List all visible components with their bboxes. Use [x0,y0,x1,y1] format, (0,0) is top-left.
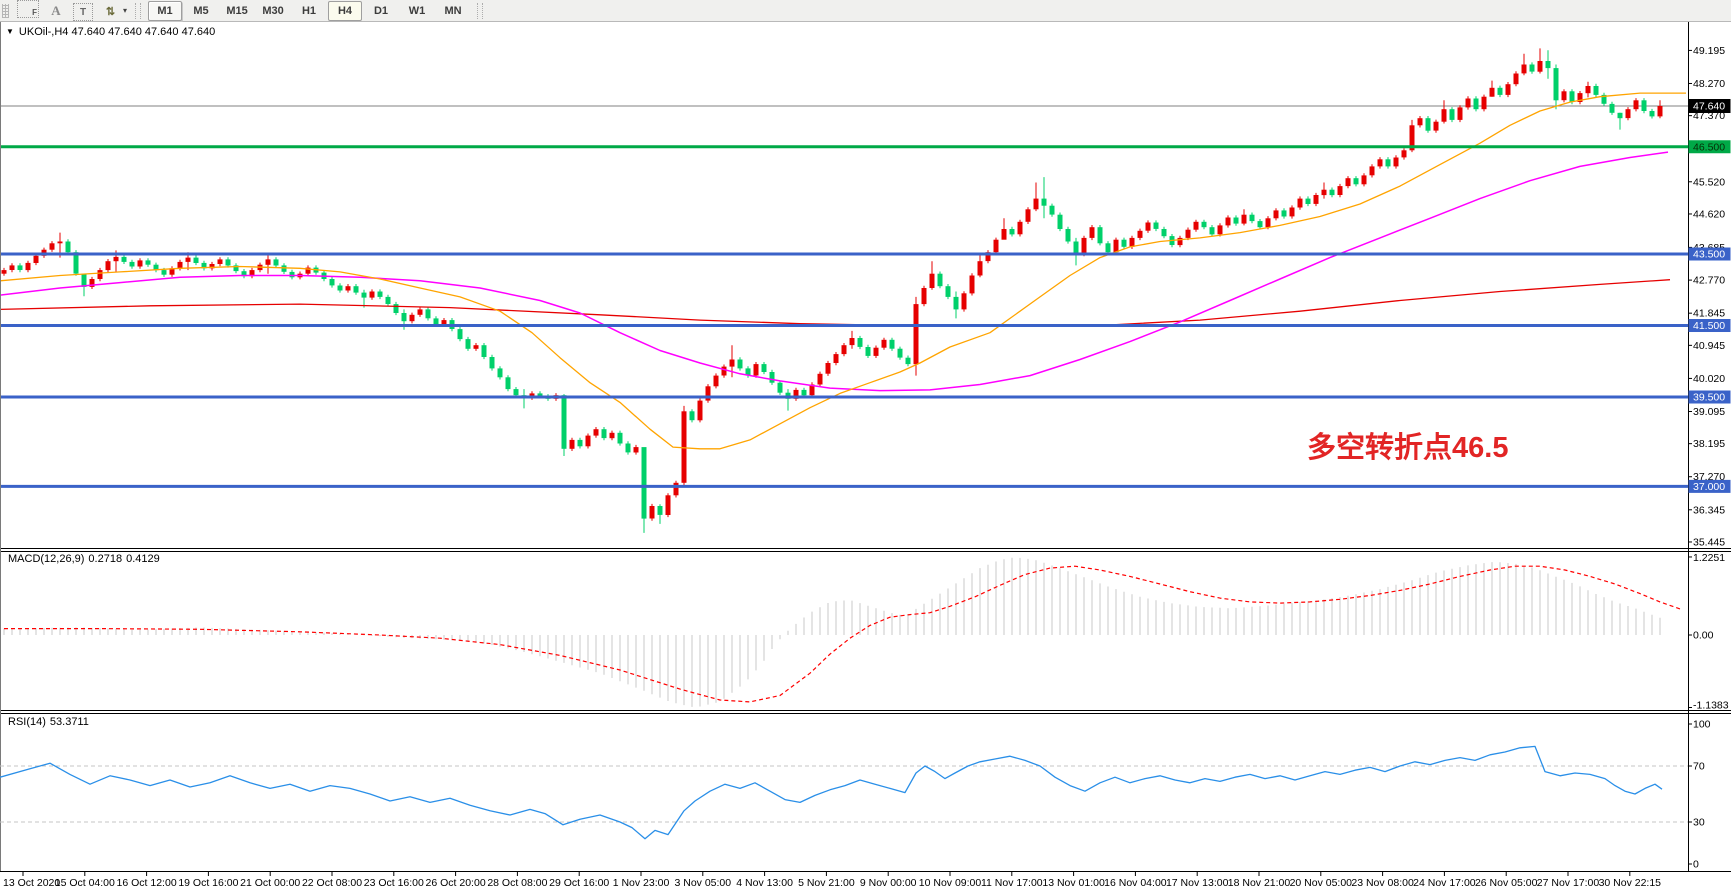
svg-text:48.270: 48.270 [1693,78,1725,90]
svg-text:46.500: 46.500 [1693,141,1725,153]
svg-text:1.2251: 1.2251 [1693,552,1725,564]
svg-text:38.195: 38.195 [1693,438,1725,450]
svg-text:5 Nov 21:00: 5 Nov 21:00 [798,877,855,889]
objects-arrow-icon[interactable]: ⇅ [105,5,115,18]
svg-text:37.000: 37.000 [1693,481,1725,493]
svg-text:30 Nov 22:15: 30 Nov 22:15 [1599,877,1662,889]
svg-text:23 Nov 08:00: 23 Nov 08:00 [1351,877,1414,889]
svg-text:36.345: 36.345 [1693,504,1725,516]
svg-text:39.095: 39.095 [1693,406,1725,418]
macd-value-signal: 0.4129 [126,553,160,565]
svg-text:3 Nov 05:00: 3 Nov 05:00 [674,877,731,889]
svg-text:0: 0 [1693,859,1699,871]
macd-indicator-label: MACD(12,26,9) 0.2718 0.4129 [8,553,164,565]
svg-text:13 Oct 2020: 13 Oct 2020 [3,877,60,889]
svg-text:18 Nov 21:00: 18 Nov 21:00 [1228,877,1291,889]
indicators-grid-f-icon[interactable]: F [17,0,39,18]
svg-text:45.520: 45.520 [1693,176,1725,188]
svg-text:17 Nov 13:00: 17 Nov 13:00 [1166,877,1229,889]
svg-text:100: 100 [1693,719,1711,731]
tf-button-d1[interactable]: D1 [373,4,389,17]
svg-text:29 Oct 16:00: 29 Oct 16:00 [549,877,609,889]
svg-text:21 Oct 00:00: 21 Oct 00:00 [240,877,300,889]
macd-value-main: 0.2718 [88,553,123,565]
rsi-name: RSI(14) [8,716,46,728]
svg-text:16 Nov 04:00: 16 Nov 04:00 [1104,877,1167,889]
svg-text:-1.1383: -1.1383 [1693,700,1729,712]
toolbar-icons: F A T ⇅ [13,0,123,22]
svg-text:4 Nov 13:00: 4 Nov 13:00 [736,877,793,889]
macd-pane: 1.2251 0.00 -1.1383 [3,552,1729,712]
svg-text:44.620: 44.620 [1693,208,1725,220]
tf-button-m30[interactable]: M30 [262,4,284,17]
tf-button-m15[interactable]: M15 [226,4,248,17]
svg-text:19 Oct 16:00: 19 Oct 16:00 [178,877,238,889]
svg-text:30: 30 [1693,817,1705,829]
svg-text:42.770: 42.770 [1693,275,1725,287]
chart-frame [0,22,1731,872]
svg-text:26 Oct 20:00: 26 Oct 20:00 [426,877,486,889]
svg-text:1 Nov 23:00: 1 Nov 23:00 [613,877,670,889]
svg-text:15 Oct 04:00: 15 Oct 04:00 [55,877,115,889]
chart-annotation: 多空转折点46.5 [1307,432,1509,464]
tf-button-m1[interactable]: M1 [148,0,183,21]
price-axis[interactable]: 49.19548.27047.37045.52044.62043.68542.7… [1688,45,1731,549]
text-box-t-icon[interactable]: T [73,3,93,22]
svg-text:40.020: 40.020 [1693,373,1725,385]
svg-text:35.445: 35.445 [1693,536,1725,548]
svg-text:41.500: 41.500 [1693,320,1725,332]
toolbar-separator [135,2,142,19]
macd-name: MACD(12,26,9) [8,553,85,565]
svg-text:70: 70 [1693,761,1705,773]
timeframe-buttons: M1 M5 M15 M30 H1 H4 D1 W1 MN [147,0,471,21]
tf-button-w1[interactable]: W1 [408,4,426,17]
toolbar-grip-handle[interactable] [2,2,10,19]
chart-title-text: UKOil-,H4 47.640 47.640 47.640 47.640 [18,26,216,38]
svg-text:13 Nov 01:00: 13 Nov 01:00 [1042,877,1105,889]
toolbar-separator-2 [477,2,484,19]
svg-text:43.500: 43.500 [1693,249,1725,261]
tf-button-m5[interactable]: M5 [193,4,209,17]
svg-text:47.640: 47.640 [1693,101,1725,113]
chart-title: ▼ UKOil-,H4 47.640 47.640 47.640 47.640 [6,26,215,38]
tf-button-h1[interactable]: H1 [301,4,317,17]
svg-text:10 Nov 09:00: 10 Nov 09:00 [919,877,982,889]
rsi-indicator-label: RSI(14) 53.3711 [8,716,93,728]
svg-text:41.845: 41.845 [1693,308,1725,320]
svg-text:22 Oct 08:00: 22 Oct 08:00 [302,877,362,889]
chart-dropdown-icon[interactable]: ▼ [6,27,14,36]
svg-text:39.500: 39.500 [1693,392,1725,404]
horizontal-line-objects [0,145,1688,488]
chart-canvas[interactable]: 49.19548.27047.37045.52044.62043.68542.7… [0,22,1731,895]
svg-text:9 Nov 00:00: 9 Nov 00:00 [860,877,917,889]
toolbar: F A T ⇅ ▾ M1 M5 M15 M30 H1 H4 D1 W1 MN [0,0,1731,22]
svg-text:16 Oct 12:00: 16 Oct 12:00 [117,877,177,889]
rsi-value: 53.3711 [49,716,89,728]
svg-text:11 Nov 17:00: 11 Nov 17:00 [981,877,1043,889]
svg-text:27 Nov 17:00: 27 Nov 17:00 [1537,877,1600,889]
svg-text:49.195: 49.195 [1693,45,1725,57]
tf-button-mn[interactable]: MN [444,4,462,17]
tf-button-h4[interactable]: H4 [328,0,363,21]
svg-text:20 Nov 05:00: 20 Nov 05:00 [1290,877,1353,889]
svg-text:0.00: 0.00 [1693,630,1714,642]
dropdown-caret-icon[interactable]: ▾ [123,6,128,15]
svg-text:28 Oct 08:00: 28 Oct 08:00 [487,877,547,889]
svg-text:24 Nov 17:00: 24 Nov 17:00 [1413,877,1476,889]
chart-window[interactable]: 49.19548.27047.37045.52044.62043.68542.7… [0,22,1731,895]
svg-text:47.370: 47.370 [1693,110,1725,122]
text-label-a-icon[interactable]: A [51,2,61,18]
svg-text:26 Nov 05:00: 26 Nov 05:00 [1475,877,1538,889]
svg-text:40.945: 40.945 [1693,340,1725,352]
svg-text:23 Oct 16:00: 23 Oct 16:00 [364,877,424,889]
rsi-pane: 100 70 30 0 [0,719,1711,871]
